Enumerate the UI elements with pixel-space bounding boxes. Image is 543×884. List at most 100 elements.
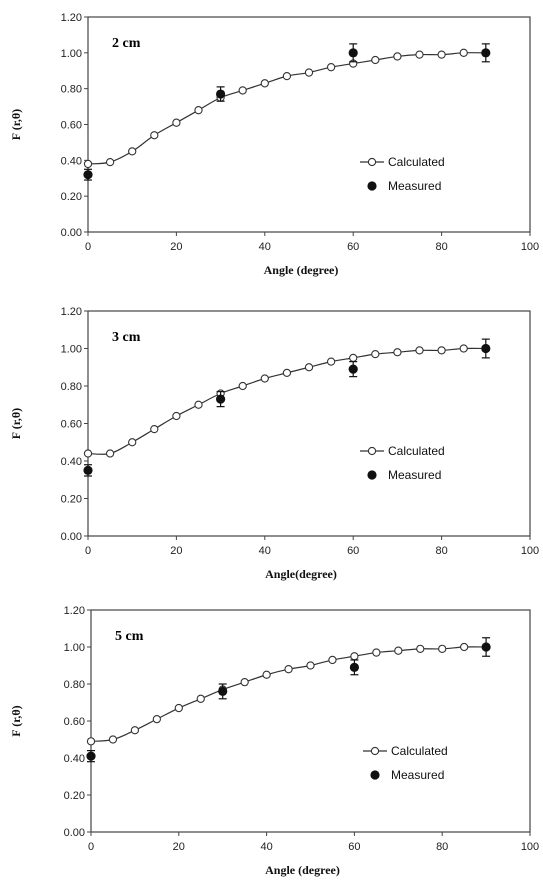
legend-calculated-label: Calculated: [388, 444, 445, 458]
x-tick-label: 0: [85, 241, 91, 253]
legend-calculated-marker: [367, 446, 377, 456]
x-axis-title: Angle(degree): [265, 567, 337, 581]
y-tick-label: 0.40: [64, 753, 85, 765]
legend-calculated-label: Calculated: [391, 744, 448, 758]
y-axis-title: F (r,θ): [9, 109, 23, 140]
calculated-point: [150, 424, 159, 434]
measured-point: [216, 394, 226, 404]
x-axis-title: Angle (degree): [264, 263, 339, 277]
y-tick-label: 0.00: [61, 227, 82, 239]
calculated-point: [260, 374, 269, 383]
legend: Calculated Measured: [363, 744, 448, 782]
x-tick-label: 0: [85, 545, 91, 557]
calculated-point: [306, 661, 315, 670]
calculated-point: [238, 86, 247, 95]
legend-measured-label: Measured: [391, 768, 444, 782]
legend-calculated-marker: [367, 157, 377, 167]
measured-point: [86, 751, 96, 761]
calculated-point: [260, 79, 269, 88]
calculated-point: [416, 644, 425, 653]
calculated-point: [83, 159, 93, 169]
legend-measured-marker: [370, 770, 380, 780]
x-tick-label: 20: [170, 545, 182, 557]
y-tick-label: 0.20: [61, 494, 82, 506]
calculated-point: [326, 63, 336, 72]
y-tick-label: 0.60: [61, 120, 82, 132]
legend-measured-marker: [367, 470, 377, 480]
legend-measured-label: Measured: [388, 468, 441, 482]
y-tick-label: 1.20: [61, 12, 82, 24]
measured-point: [481, 48, 491, 58]
x-tick-label: 60: [348, 841, 360, 853]
calculated-point: [86, 737, 96, 746]
calculated-point: [415, 50, 424, 59]
x-tick-label: 40: [259, 241, 271, 253]
panel-label: 5 cm: [115, 629, 144, 644]
calculated-point: [284, 665, 293, 674]
calculated-point: [393, 52, 402, 61]
calculated-point: [282, 368, 292, 378]
x-tick-label: 0: [88, 841, 94, 853]
x-tick-label: 60: [347, 241, 359, 253]
y-tick-label: 1.20: [64, 605, 85, 617]
x-tick-label: 20: [170, 241, 182, 253]
y-tick-label: 0.80: [61, 84, 82, 96]
calculated-point: [262, 670, 271, 679]
x-tick-label: 100: [521, 545, 539, 557]
measured-point: [481, 642, 491, 652]
calculated-point: [393, 348, 402, 357]
x-tick-label: 20: [173, 841, 185, 853]
calculated-point: [438, 644, 447, 653]
legend-calculated-marker: [370, 746, 380, 756]
y-tick-label: 0.60: [64, 716, 85, 728]
calculated-point: [83, 449, 93, 458]
calculated-point: [108, 735, 118, 744]
calculated-point: [105, 449, 115, 458]
x-tick-label: 80: [435, 545, 447, 557]
x-tick-label: 80: [435, 241, 447, 253]
legend-measured-marker: [367, 181, 377, 191]
calculated-point: [459, 344, 468, 353]
measured-point: [83, 465, 93, 475]
chart-panel-2: 0.00 0.20 0.40 0.60 0.80 1.00 1.20 0 20 40 60 80 100…: [9, 306, 539, 581]
calculated-point: [459, 48, 468, 57]
panel-label: 3 cm: [112, 330, 141, 345]
chart-panel-1: 0.00 0.20 0.40 0.60 0.80 1.00 1.20 0 20 40 60 80 100…: [9, 12, 539, 277]
measured-point: [83, 170, 93, 180]
y-tick-label: 1.00: [61, 48, 82, 60]
x-tick-label: 100: [521, 841, 539, 853]
x-axis-title: Angle (degree): [265, 863, 340, 877]
measured-point: [216, 89, 226, 99]
y-tick-label: 0.00: [64, 827, 85, 839]
calculated-point: [152, 715, 161, 724]
calculated-point: [304, 68, 314, 77]
calculated-point: [194, 400, 203, 409]
y-tick-label: 0.20: [64, 790, 85, 802]
calculated-point: [172, 118, 181, 127]
calculated-point: [238, 381, 247, 391]
calculated-point: [174, 703, 183, 713]
x-tick-label: 40: [260, 841, 272, 853]
calculated-point: [437, 346, 446, 355]
calculated-point: [282, 71, 292, 81]
calculated-point: [437, 50, 446, 59]
measured-point: [349, 662, 359, 672]
chart-panel-3: 0.00 0.20 0.40 0.60 0.80 1.00 1.20 0 20 40 60 80 100…: [9, 605, 539, 877]
calculated-point: [459, 642, 469, 652]
calculated-point: [128, 438, 137, 447]
measured-point: [481, 343, 491, 354]
calculated-point: [394, 646, 403, 655]
y-tick-label: 0.40: [61, 155, 82, 167]
calculated-point: [372, 648, 381, 657]
calculated-point: [328, 655, 337, 665]
y-tick-label: 1.20: [61, 306, 82, 318]
calculated-point: [371, 55, 380, 65]
calculated-point: [326, 357, 336, 366]
calculated-point: [240, 678, 249, 687]
y-tick-label: 0.80: [61, 381, 82, 393]
x-tick-label: 40: [259, 545, 271, 557]
calculated-point: [128, 147, 137, 156]
calculated-point: [415, 346, 424, 355]
legend: Calculated Measured: [360, 444, 445, 482]
